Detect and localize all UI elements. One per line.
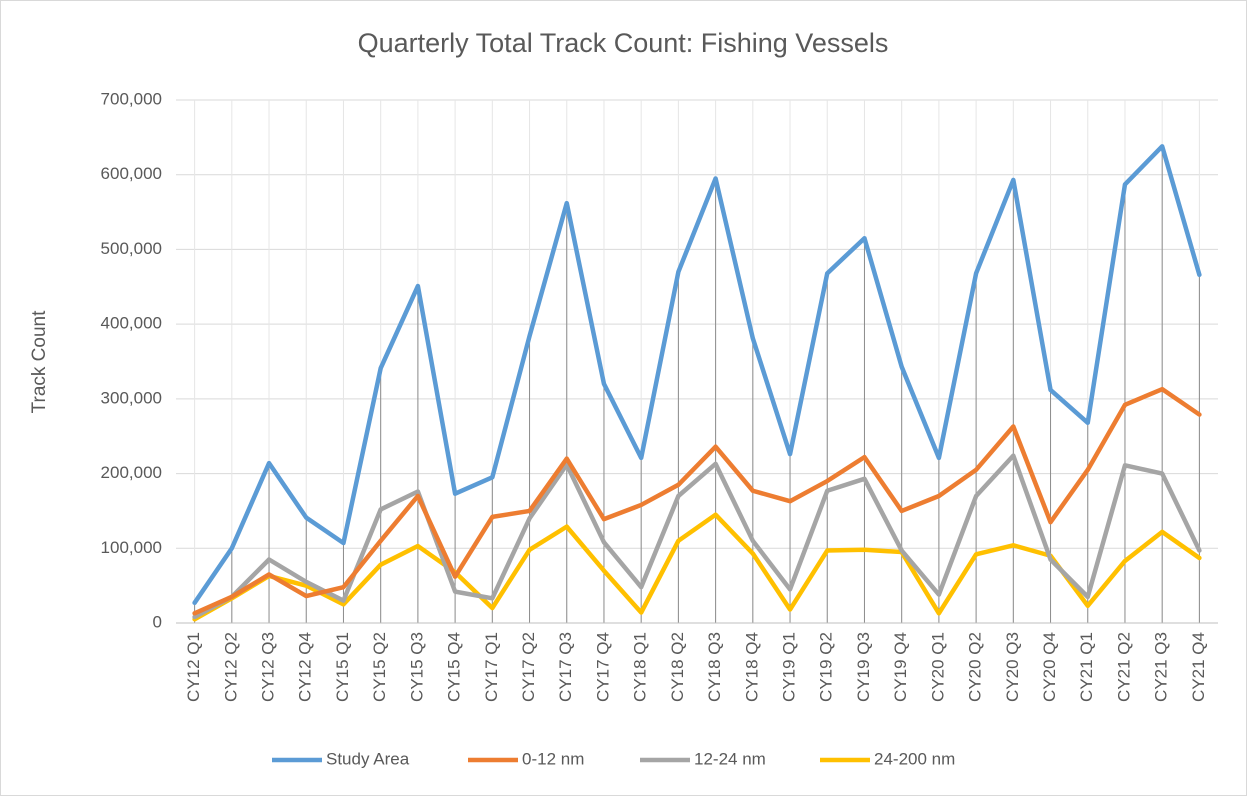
y-tick-label: 300,000 [101, 388, 162, 407]
y-tick-label: 100,000 [101, 538, 162, 557]
x-tick-label: CY20 Q2 [966, 632, 985, 702]
legend-label: 12-24 nm [694, 749, 766, 768]
y-tick-label: 0 [153, 612, 162, 631]
series-line [192, 453, 1202, 620]
legend-label: Study Area [326, 749, 410, 768]
x-tick-label: CY12 Q2 [221, 632, 240, 702]
x-tick-label: CY18 Q3 [705, 632, 724, 702]
x-tick-label: CY18 Q1 [631, 632, 650, 702]
x-tick-label: CY21 Q3 [1152, 632, 1171, 702]
x-tick-label: CY15 Q3 [407, 632, 426, 702]
x-tick-label: CY21 Q4 [1189, 632, 1208, 702]
chart-title: Quarterly Total Track Count: Fishing Ves… [358, 28, 889, 58]
x-tick-label: CY20 Q4 [1040, 632, 1059, 702]
x-tick-label: CY15 Q4 [445, 632, 464, 702]
y-tick-label: 500,000 [101, 239, 162, 258]
x-tick-label: CY12 Q1 [184, 632, 203, 702]
y-tick-label: 600,000 [101, 164, 162, 183]
x-tick-label: CY21 Q1 [1077, 632, 1096, 702]
x-tick-label: CY21 Q2 [1114, 632, 1133, 702]
x-tick-label: CY12 Q4 [296, 632, 315, 702]
y-axis-label: Track Count [29, 310, 50, 413]
x-tick-label: CY20 Q1 [928, 632, 947, 702]
x-tick-label: CY17 Q3 [556, 632, 575, 702]
series-line [192, 386, 1202, 616]
x-tick-label: CY20 Q3 [1003, 632, 1022, 702]
x-tick-label: CY17 Q4 [593, 632, 612, 702]
x-tick-label: CY17 Q1 [482, 632, 501, 702]
x-tick-label: CY19 Q2 [817, 632, 836, 702]
x-tick-label: CY19 Q3 [854, 632, 873, 702]
x-tick-label: CY15 Q2 [370, 632, 389, 702]
x-tick-label: CY18 Q2 [668, 632, 687, 702]
series-line [192, 512, 1202, 622]
legend-label: 0-12 nm [522, 749, 584, 768]
y-tick-label: 200,000 [101, 463, 162, 482]
series-line [192, 144, 1202, 606]
x-tick-label: CY12 Q3 [259, 632, 278, 702]
y-tick-label: 400,000 [101, 314, 162, 333]
x-tick-label: CY19 Q1 [780, 632, 799, 702]
x-tick-label: CY18 Q4 [742, 632, 761, 702]
x-tick-label: CY19 Q4 [891, 632, 910, 702]
x-tick-label: CY17 Q2 [519, 632, 538, 702]
y-tick-label: 700,000 [101, 89, 162, 108]
legend-label: 24-200 nm [874, 749, 955, 768]
x-tick-label: CY15 Q1 [333, 632, 352, 702]
